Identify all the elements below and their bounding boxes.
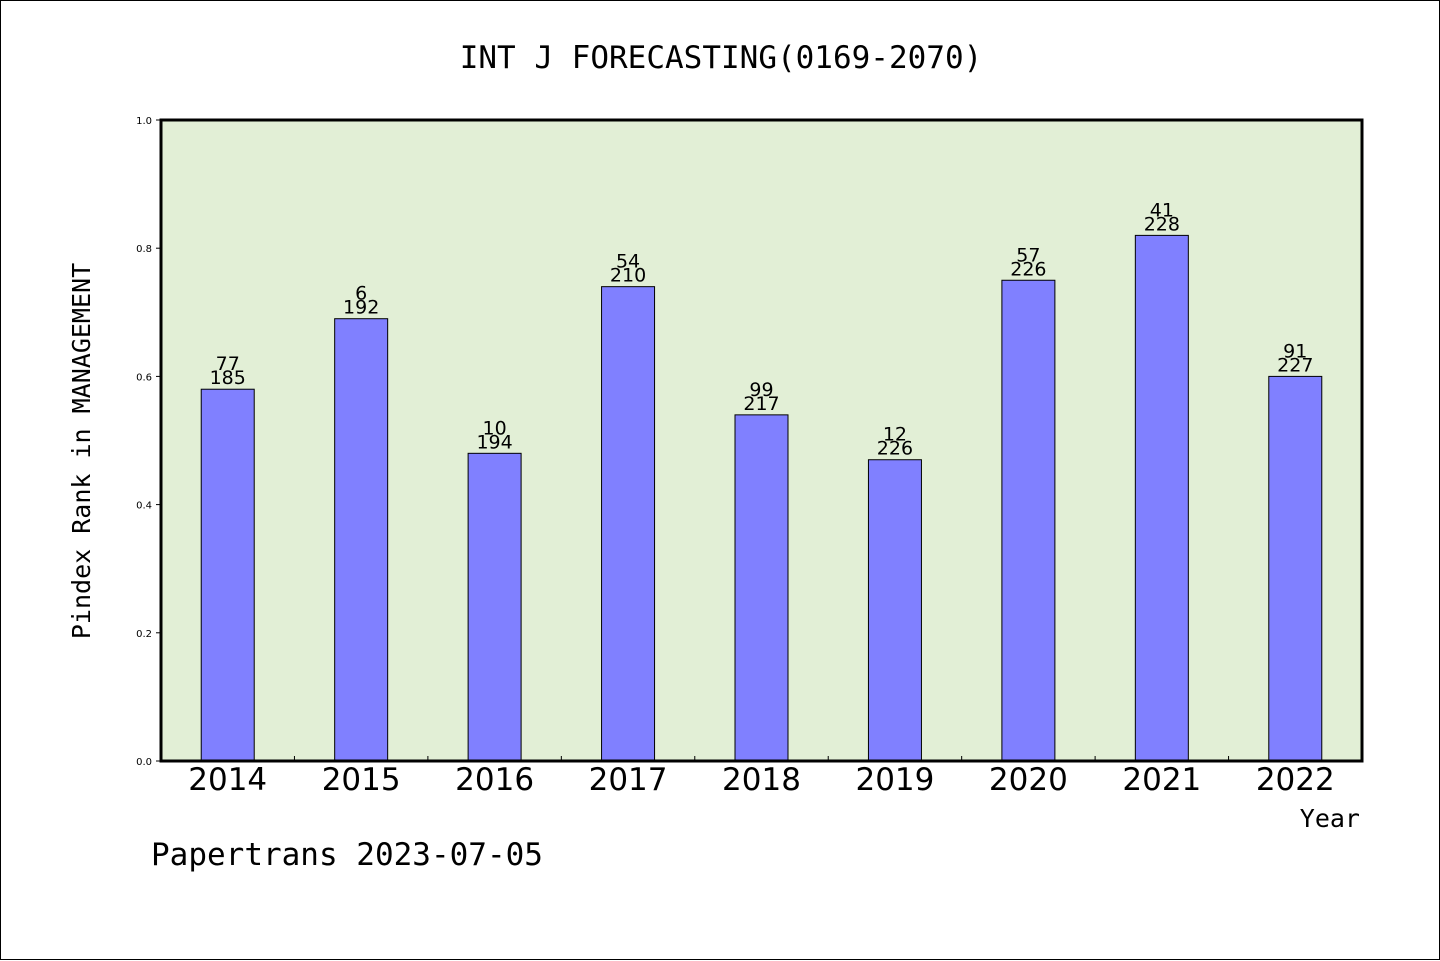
bar-2014 xyxy=(200,388,255,762)
bar-2021 xyxy=(1134,234,1189,762)
y-tick-label: 1.0 xyxy=(136,116,152,127)
bar-2022 xyxy=(1268,375,1323,762)
x-axis: 2014 2015 2016 2017 2018 2019 2020 2021 2022 xyxy=(188,756,1335,798)
y-tick-label: 0.6 xyxy=(136,372,152,383)
y-axis: 0.0 0.2 0.4 0.6 0.8 1.0 xyxy=(136,116,161,768)
bar-total-label: 185 xyxy=(210,367,246,389)
footer-credit: Papertrans 2023-07-05 xyxy=(151,837,543,873)
x-tick-label: 2021 xyxy=(1122,762,1201,798)
bar-rank-label: 12 xyxy=(883,424,907,446)
bar-rank-label: 91 xyxy=(1283,340,1307,362)
bar-rank-label: 77 xyxy=(216,353,240,375)
bar-rank-label: 54 xyxy=(616,251,640,273)
x-tick-label: 2017 xyxy=(589,762,668,798)
bar-total-label: 226 xyxy=(877,438,913,460)
bar-total-label: 194 xyxy=(476,431,512,453)
x-tick-label: 2018 xyxy=(722,762,801,798)
bar-2018 xyxy=(734,414,789,762)
plot-border xyxy=(159,118,1364,763)
x-axis-label: Year xyxy=(1300,804,1360,833)
bar-total-label: 226 xyxy=(1010,258,1046,280)
bar-total-label: 192 xyxy=(343,297,379,319)
bar-rank-label: 6 xyxy=(355,283,367,305)
y-tick-label: 0.4 xyxy=(136,501,152,512)
x-tick-label: 2016 xyxy=(455,762,534,798)
chart-title: INT J FORECASTING(0169-2070) xyxy=(460,40,983,76)
bar-rank-label: 10 xyxy=(483,417,507,439)
bar-total-label: 210 xyxy=(610,265,646,287)
bars-group xyxy=(200,234,1323,762)
x-tick-label: 2020 xyxy=(989,762,1068,798)
y-tick-label: 0.0 xyxy=(136,757,152,768)
x-tick-label: 2014 xyxy=(188,762,267,798)
y-axis-label: Pindex Rank in MANAGEMENT xyxy=(67,263,96,639)
bar-rank-label: 57 xyxy=(1016,244,1040,266)
bar-2015 xyxy=(334,318,389,762)
bar-total-label: 217 xyxy=(743,393,779,415)
bar-2020 xyxy=(1001,279,1056,762)
x-tick-label: 2019 xyxy=(855,762,934,798)
x-tick-label: 2022 xyxy=(1256,762,1335,798)
bar-rank-label: 99 xyxy=(749,379,773,401)
bar-labels-group: 7718561921019454210992171222657226412289… xyxy=(210,199,1314,459)
x-tick-label: 2015 xyxy=(322,762,401,798)
y-tick-label: 0.2 xyxy=(136,629,152,640)
bar-2017 xyxy=(601,286,656,762)
bar-total-label: 227 xyxy=(1277,354,1313,376)
bar-2016 xyxy=(467,452,522,762)
bar-total-label: 228 xyxy=(1144,213,1180,235)
bar-2019 xyxy=(867,459,922,762)
y-tick-label: 0.8 xyxy=(136,244,152,255)
bar-rank-label: 41 xyxy=(1150,199,1174,221)
